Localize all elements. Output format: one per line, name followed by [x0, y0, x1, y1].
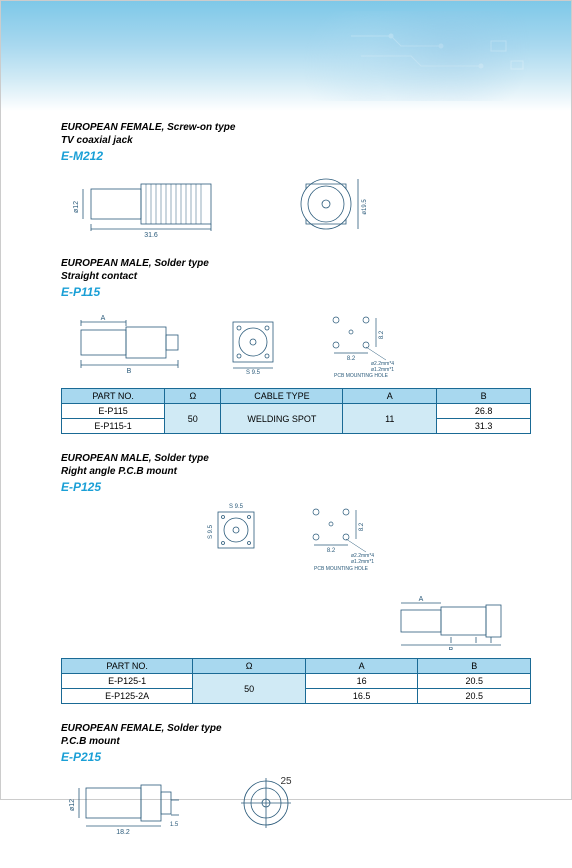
connector-side-view: A B: [381, 595, 531, 650]
col-header: PART NO.: [62, 389, 165, 404]
product-subtitle: Right angle P.C.B mount: [61, 465, 531, 478]
table-cell: E-P115-1: [62, 419, 165, 434]
svg-text:B: B: [127, 368, 132, 375]
product-subtitle: P.C.B mount: [61, 735, 531, 748]
svg-text:S 9.5: S 9.5: [208, 524, 214, 539]
header-background: [1, 1, 571, 111]
svg-text:PCB MOUNTING HOLE: PCB MOUNTING HOLE: [334, 373, 389, 379]
connector-front-view: S 9.5: [221, 310, 286, 375]
connector-side-view: A B: [61, 310, 191, 375]
svg-text:A: A: [419, 596, 424, 603]
diagram-row: A B S 9.5: [61, 305, 531, 380]
table-cell: 16: [305, 674, 418, 689]
table-cell: 11: [343, 404, 437, 434]
table-cell: E-P125-1: [62, 674, 193, 689]
pcb-mounting-view: 8.2 8.2 ø2.2mm*4 ø1.2mm*1 PCB MOUNTING H…: [296, 500, 386, 575]
svg-text:ø12: ø12: [73, 201, 80, 213]
section-ep115: EUROPEAN MALE, Solder type Straight cont…: [61, 257, 531, 434]
col-header: A: [343, 389, 437, 404]
svg-text:A: A: [101, 315, 106, 322]
table-cell: 20.5: [418, 689, 531, 704]
section-em212: EUROPEAN FEMALE, Screw-on type TV coaxia…: [61, 121, 531, 239]
table-cell: E-P115: [62, 404, 165, 419]
page-content: EUROPEAN FEMALE, Screw-on type TV coaxia…: [1, 111, 571, 868]
spec-table-ep115: PART NO. Ω CABLE TYPE A B E-P115 50 WELD…: [61, 388, 531, 434]
col-header: A: [305, 659, 418, 674]
product-title: EUROPEAN MALE, Solder type: [61, 257, 531, 270]
connector-front-view: ø19.5: [291, 169, 371, 239]
svg-text:ø12: ø12: [69, 799, 76, 811]
svg-text:8.2: 8.2: [347, 356, 356, 362]
pcb-mounting-view: 8.2 8.2 ø2.2mm*4 ø1.2mm*1 PCB MOUNTING H…: [316, 305, 406, 380]
table-cell: WELDING SPOT: [221, 404, 343, 434]
diagram-row: 31.6 ø12 ø19.5: [61, 169, 531, 239]
circuit-decoration: [341, 16, 541, 96]
product-title: EUROPEAN FEMALE, Solder type: [61, 722, 531, 735]
svg-text:8.2: 8.2: [379, 330, 385, 339]
svg-text:8.2: 8.2: [327, 548, 336, 554]
svg-text:18.2: 18.2: [116, 829, 130, 836]
product-title: EUROPEAN MALE, Solder type: [61, 452, 531, 465]
product-code: E-M212: [61, 149, 531, 163]
page-number: 25: [1, 776, 571, 787]
diagram-row: S 9.5 S 9.5 8.2 8.2 ø2.2mm*4 ø1.: [61, 500, 531, 650]
table-cell: 31.3: [437, 419, 531, 434]
svg-text:S 9.5: S 9.5: [229, 504, 244, 510]
table-cell: 20.5: [418, 674, 531, 689]
col-header: CABLE TYPE: [221, 389, 343, 404]
table-cell: E-P125-2A: [62, 689, 193, 704]
col-header: PART NO.: [62, 659, 193, 674]
svg-text:8.2: 8.2: [359, 522, 365, 531]
col-header: Ω: [193, 659, 306, 674]
col-header: B: [437, 389, 531, 404]
col-header: B: [418, 659, 531, 674]
section-ep125: EUROPEAN MALE, Solder type Right angle P…: [61, 452, 531, 704]
connector-side-view: 31.6 ø12: [61, 169, 261, 239]
svg-text:31.6: 31.6: [144, 232, 158, 239]
svg-text:B: B: [449, 647, 454, 650]
table-cell: 50: [193, 674, 306, 704]
table-cell: 16.5: [305, 689, 418, 704]
product-code: E-P215: [61, 750, 531, 764]
table-cell: 26.8: [437, 404, 531, 419]
product-subtitle: Straight contact: [61, 270, 531, 283]
product-title: EUROPEAN FEMALE, Screw-on type: [61, 121, 531, 134]
svg-text:S 9.5: S 9.5: [246, 370, 261, 375]
connector-top-view: S 9.5 S 9.5: [206, 500, 266, 560]
spec-table-ep125: PART NO. Ω A B E-P125-1 50 16 20.5 E-P12…: [61, 658, 531, 704]
product-subtitle: TV coaxial jack: [61, 134, 531, 147]
col-header: Ω: [165, 389, 221, 404]
svg-text:PCB MOUNTING HOLE: PCB MOUNTING HOLE: [314, 566, 369, 572]
product-code: E-P125: [61, 480, 531, 494]
table-cell: 50: [165, 404, 221, 434]
svg-text:ø19.5: ø19.5: [362, 199, 368, 215]
svg-text:1.5: 1.5: [170, 822, 179, 828]
svg-text:ø1.2mm*1: ø1.2mm*1: [351, 559, 374, 565]
product-code: E-P115: [61, 285, 531, 299]
